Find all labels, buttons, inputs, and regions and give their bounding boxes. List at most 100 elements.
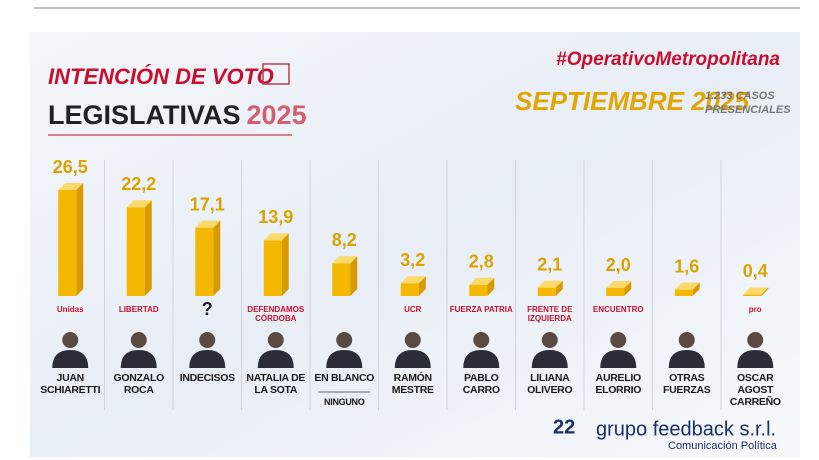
bar [58,190,77,296]
value-label: 17,1 [190,194,225,214]
period: SEPTIEMBRE 2025 [515,86,750,116]
photo-body [463,350,500,368]
photo-head [541,332,558,348]
bar-top [469,277,495,285]
subtitle: LEGISLATIVAS 2025 [48,100,307,130]
party-logo: UCR [404,305,422,314]
bar-top [263,233,289,241]
footer-years: 22 [553,416,575,438]
candidate-name: GONZALO ROCA [113,372,165,396]
bar-top [58,183,84,190]
bar [126,207,145,296]
bar [263,240,282,296]
footer-brand: grupo feedback s.r.l. [596,418,776,440]
photo-head [678,332,695,348]
bar [537,287,556,296]
candidate-name: LILIANA OLIVERO [527,372,573,396]
photo-body [668,350,705,368]
bar-top [537,280,563,288]
photo-head [404,332,421,348]
photo-body [120,350,157,368]
bar-top [126,200,152,208]
bar-side [76,183,84,296]
value-label: 22,2 [121,174,156,194]
party-logo: ENCUENTRO [592,305,644,314]
candidate-name: INDECISOS [179,372,235,384]
photo-head [130,332,147,348]
bar [400,283,419,296]
bar [469,284,488,296]
bar-side [281,233,289,296]
photo-head [336,332,353,348]
photo-body [326,350,363,368]
party-logo: LIBERTAD [118,305,159,314]
bar-side [144,200,152,296]
photo-body [394,350,431,368]
photo-body [531,350,568,368]
photo-body [600,350,637,368]
bar-side [761,287,769,296]
hashtag: #OperativoMetropolitana [556,49,780,70]
value-label: 2,0 [606,255,631,275]
footer-tagline: Comunicación Política [668,440,778,452]
bar [674,289,693,296]
bar-side [213,220,221,296]
photo-body [52,350,89,368]
bar-top [606,281,632,288]
candidate-name: PABLO CARRO [462,372,500,396]
bar-top [332,256,358,264]
photo-head [747,332,764,348]
candidate-name: EN BLANCO [314,372,375,384]
bar-side [418,276,426,296]
party-logo: pro [748,305,762,314]
bar-top [195,220,221,228]
candidate-name: OTRAS FUERZAS [663,372,711,396]
party-logo: Unidas [56,305,84,314]
value-label: 2,1 [537,254,562,274]
background [30,32,800,457]
bar-side [555,280,563,296]
party-logo: FRENTE DE IZQUIERDA [527,305,573,323]
bar-top [674,282,700,290]
candidate-name: OSCAR AGOST CARREÑO [729,372,781,408]
bar [195,227,214,296]
party-logo: FUERZA PATRIA [449,305,513,314]
bar [743,294,762,296]
photo-body [189,350,226,368]
bar-side [624,281,632,296]
value-label: 2,8 [469,252,494,272]
ballot-icon [262,63,290,85]
value-label: 8,2 [332,230,357,250]
bar [606,288,625,296]
bar-side [692,282,700,296]
candidate-name: AURELIO ELORRIO [595,372,642,396]
subcategory-name: NINGUNO [324,397,365,407]
party-logo: ? [201,299,213,319]
bar-side [487,277,495,296]
photo-body [737,350,774,368]
value-label: 26,5 [53,157,88,177]
sample: PRESENCIALES [705,104,791,116]
bar-top [400,276,426,284]
bar-top [743,287,769,295]
value-label: 13,9 [258,207,293,227]
candidate-name: JUAN SCHIARETTI [40,372,101,396]
value-label: 3,2 [400,250,425,270]
photo-head [62,332,79,348]
value-label: 0,4 [743,261,768,281]
value-label: 1,6 [674,256,699,276]
candidate-name: RAMÓN MESTRE [391,372,434,396]
photo-body [257,350,294,368]
bar-side [350,256,358,296]
bar [332,263,351,296]
photo-head [199,332,216,348]
photo-head [610,332,627,348]
photo-head [267,332,284,348]
sample: 1.233 CASOS [705,90,775,102]
party-logo: DEFENDAMOS CÓRDOBA [247,305,305,323]
candidate-name: NATALIA DE LA SOTA [246,372,306,396]
photo-head [473,332,490,348]
title: INTENCIÓN DE VOTO [48,64,274,89]
